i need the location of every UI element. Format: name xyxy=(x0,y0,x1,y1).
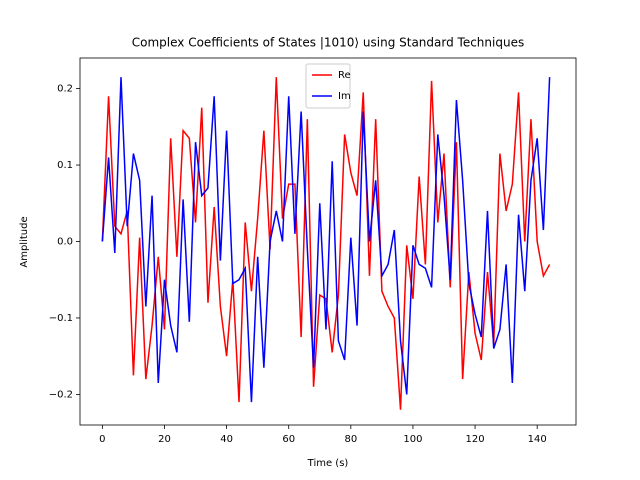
x-tick-label: 0 xyxy=(99,434,105,445)
y-tick-label: −0.2 xyxy=(49,389,73,400)
x-tick-label: 100 xyxy=(403,434,422,445)
line-series xyxy=(101,77,551,403)
chart-title: Complex Coefficients of States |1010⟩ us… xyxy=(132,36,524,50)
y-tick-label: 0.2 xyxy=(57,84,73,95)
x-tick-label: 80 xyxy=(344,434,357,445)
legend-label: Im xyxy=(338,91,351,102)
x-tick-label: 140 xyxy=(528,434,547,445)
y-axis-label: Amplitude xyxy=(19,216,30,267)
y-tick-label: 0.1 xyxy=(57,160,73,171)
y-tick-label: −0.1 xyxy=(49,313,73,324)
y-tick-label: 0.0 xyxy=(57,237,73,248)
x-axis-label: Time (s) xyxy=(307,458,349,469)
x-tick-label: 20 xyxy=(158,434,171,445)
x-tick-label: 40 xyxy=(220,434,233,445)
x-tick-label: 60 xyxy=(282,434,295,445)
x-tick-label: 120 xyxy=(466,434,485,445)
line-series xyxy=(101,77,551,410)
plot-frame xyxy=(79,57,577,426)
legend-label: Re xyxy=(338,70,351,81)
